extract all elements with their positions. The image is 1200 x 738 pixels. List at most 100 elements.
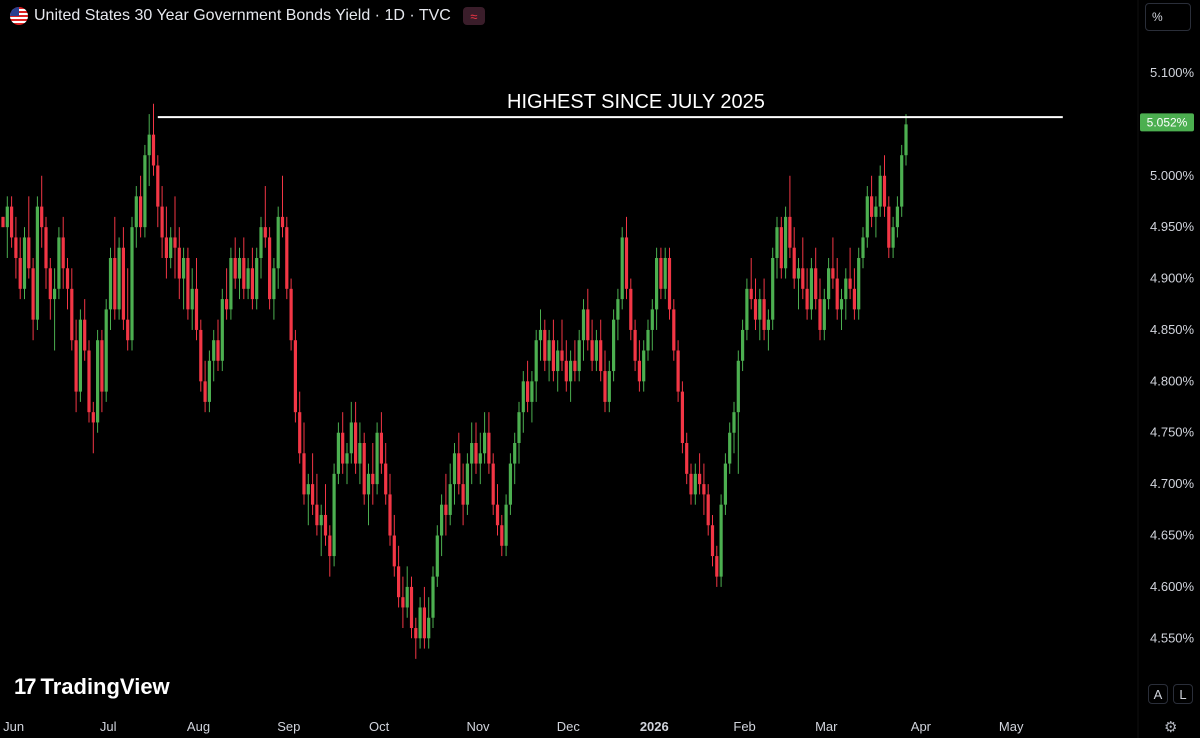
candle-body — [642, 350, 646, 382]
candle-body — [182, 257, 186, 279]
candle-body — [775, 227, 779, 258]
candle-body — [298, 412, 302, 454]
candle-body — [650, 309, 654, 330]
candle-body — [336, 432, 340, 474]
candle-body — [573, 360, 577, 372]
candle-body — [246, 268, 250, 289]
candle-body — [431, 576, 435, 618]
candle-body — [345, 453, 349, 464]
candle-body — [478, 453, 482, 464]
candle-body — [874, 206, 878, 217]
candle-body — [607, 371, 611, 402]
candle-body — [465, 463, 469, 505]
candle-body — [895, 206, 899, 228]
candle-body — [139, 196, 143, 228]
x-tick-label: 2026 — [640, 719, 669, 734]
x-tick-label: Apr — [911, 719, 932, 734]
candle-body — [362, 443, 366, 495]
y-tick-label: 4.950% — [1150, 219, 1195, 234]
candle-body — [53, 288, 57, 300]
candle-body — [100, 340, 104, 392]
candle-body — [680, 391, 684, 444]
candle-body — [108, 257, 113, 310]
candle-body — [96, 340, 100, 423]
candle-body — [564, 360, 568, 382]
candle-body — [315, 504, 319, 526]
candle-body — [457, 453, 461, 485]
candle-body — [194, 288, 199, 330]
percent-button[interactable]: % — [1145, 3, 1191, 31]
y-tick-label: 4.650% — [1150, 528, 1195, 543]
auto-scale-button[interactable]: A — [1148, 684, 1168, 704]
candle-body — [268, 237, 272, 300]
candle-body — [259, 227, 263, 258]
candle-body — [616, 299, 620, 320]
candle-body — [418, 607, 422, 639]
candle-body — [809, 268, 813, 310]
candle-body — [852, 288, 856, 310]
candle-body — [689, 473, 693, 495]
candle-body — [612, 319, 616, 372]
candle-body — [882, 175, 887, 207]
candle-body — [513, 443, 517, 464]
candle-body — [151, 134, 156, 166]
candle-body — [366, 473, 371, 495]
candle-body — [624, 237, 629, 289]
candle-body — [698, 473, 702, 485]
candle-body — [551, 340, 555, 372]
candle-body — [556, 350, 560, 372]
x-tick-label: Feb — [733, 719, 755, 734]
candle-body — [392, 535, 396, 567]
candle-body — [788, 216, 792, 248]
candle-body — [521, 381, 525, 413]
candle-body — [676, 350, 680, 392]
candle-body — [719, 504, 723, 577]
tradingview-logo: 17 TradingView — [14, 674, 170, 700]
candle-body — [255, 257, 259, 300]
candle-body — [672, 309, 676, 351]
log-scale-button[interactable]: L — [1173, 684, 1193, 704]
candle-body — [5, 206, 9, 228]
candle-body — [40, 206, 44, 228]
candle-body — [728, 432, 732, 464]
candle-body — [147, 134, 151, 156]
candle-body — [839, 299, 844, 310]
candle-body — [409, 586, 414, 629]
x-tick-label: Jul — [100, 719, 117, 734]
wave-icon[interactable]: ≈ — [462, 7, 485, 25]
candle-body — [70, 288, 74, 341]
candle-body — [440, 504, 444, 536]
candle-body — [581, 309, 586, 341]
candle-body — [655, 257, 659, 310]
candle-body — [57, 237, 61, 289]
candle-body — [323, 514, 328, 536]
candle-body — [500, 525, 504, 546]
y-tick-label: 4.900% — [1150, 271, 1195, 286]
candle-body — [22, 237, 27, 289]
candle-body — [384, 463, 388, 495]
candle-body — [134, 196, 138, 228]
last-price-tag — [1140, 113, 1194, 132]
candle-body — [538, 329, 543, 341]
candle-body — [216, 340, 220, 361]
candle-body — [844, 278, 848, 300]
candle-body — [427, 617, 431, 639]
gear-icon[interactable]: ⚙ — [1164, 719, 1178, 736]
last-price-label: 5.052% — [1147, 115, 1188, 129]
y-tick-label: 4.750% — [1150, 425, 1195, 440]
tradingview-logo-text: TradingView — [40, 674, 170, 699]
candle-body — [732, 412, 736, 433]
candle-body — [74, 340, 78, 392]
candle-body — [710, 525, 715, 557]
candle-body — [904, 124, 908, 156]
y-tick-label: 4.550% — [1150, 630, 1195, 645]
candle-body — [723, 463, 727, 505]
annotation-label: HIGHEST SINCE JULY 2025 — [507, 91, 765, 113]
candle-body — [814, 268, 818, 300]
candle-body — [91, 412, 95, 423]
candle-body — [199, 329, 203, 382]
candle-body — [285, 227, 289, 289]
candle-body — [35, 206, 39, 320]
candle-body — [741, 329, 745, 361]
